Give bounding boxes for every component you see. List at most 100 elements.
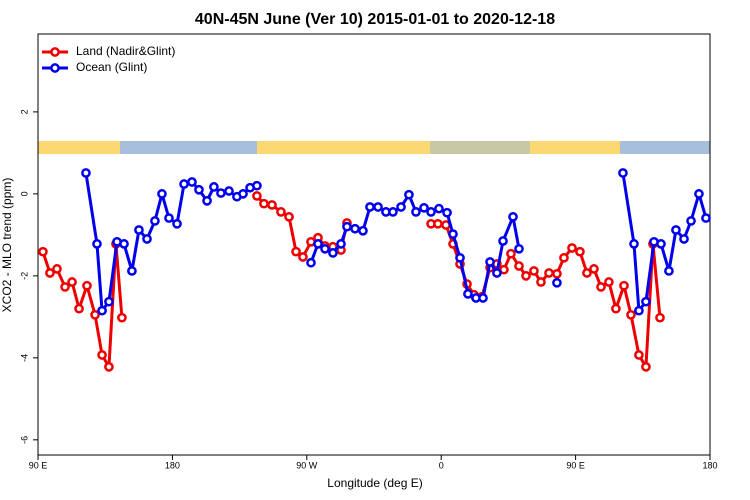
data-point — [604, 277, 614, 287]
data-point — [82, 280, 92, 291]
data-point — [629, 239, 639, 249]
data-point — [478, 293, 488, 303]
data-point — [342, 221, 352, 232]
data-point — [172, 218, 182, 229]
data-point — [552, 277, 562, 288]
data-point — [596, 282, 606, 292]
data-point — [634, 350, 644, 360]
data-point — [498, 236, 508, 246]
data-point — [492, 268, 502, 278]
data-point — [74, 303, 84, 314]
data-point — [164, 213, 174, 223]
data-point — [104, 296, 114, 307]
data-point — [404, 189, 414, 200]
data-point — [396, 202, 406, 212]
data-point — [536, 277, 546, 287]
data-point — [291, 246, 301, 257]
surface-stripe — [38, 141, 710, 154]
data-point — [38, 246, 48, 257]
data-point — [411, 207, 421, 217]
y-tick-label: -6 — [19, 436, 29, 444]
data-point — [350, 223, 360, 234]
data-point — [701, 213, 711, 223]
data-point — [582, 268, 592, 278]
data-point — [641, 362, 651, 372]
data-point — [544, 268, 554, 278]
data-point — [238, 189, 248, 199]
data-point — [209, 182, 219, 192]
x-tick-label: 90 E — [566, 460, 585, 470]
data-point — [52, 264, 62, 274]
data-point — [97, 305, 107, 316]
data-point — [529, 266, 539, 276]
data-point — [656, 239, 666, 249]
data-point — [150, 216, 160, 226]
data-point — [202, 195, 212, 206]
data-point — [463, 289, 473, 299]
chart-title: 40N-45N June (Ver 10) 2015-01-01 to 2020… — [195, 11, 555, 28]
x-tick-label: 90 W — [296, 460, 318, 470]
data-point — [433, 218, 443, 229]
data-point — [117, 312, 127, 323]
data-point — [514, 243, 524, 254]
legend-marker — [50, 63, 60, 73]
data-point — [575, 246, 585, 257]
data-point — [426, 207, 436, 217]
x-tick-label: 90 E — [29, 460, 48, 470]
plot-frame — [37, 33, 711, 456]
x-tick-label: 0 — [439, 460, 444, 470]
data-point — [626, 309, 636, 320]
data-point — [313, 239, 323, 249]
data-point — [252, 180, 262, 191]
data-point — [336, 239, 346, 249]
data-point — [67, 277, 77, 287]
data-point — [365, 202, 375, 212]
data-point — [641, 296, 651, 307]
data-point — [216, 188, 226, 198]
data-point — [694, 189, 704, 199]
data-point — [298, 252, 308, 262]
y-tick-label: 0 — [19, 191, 29, 196]
legend-marker — [50, 47, 60, 57]
data-point — [664, 266, 674, 276]
data-point — [634, 305, 644, 316]
data-point — [508, 211, 518, 222]
data-point — [514, 261, 524, 271]
data-point — [60, 282, 70, 292]
data-point — [434, 203, 444, 214]
data-point — [328, 248, 338, 258]
data-point — [618, 168, 628, 178]
data-point — [455, 252, 465, 263]
data-point — [90, 309, 100, 320]
data-point — [224, 186, 234, 196]
data-point — [81, 168, 91, 178]
data-point — [127, 266, 137, 276]
data-point — [97, 350, 107, 360]
y-tick-label: 2 — [19, 109, 29, 114]
data-point — [442, 207, 452, 218]
data-point — [679, 234, 689, 244]
data-point — [252, 191, 262, 201]
x-axis-label: Longitude (deg E) — [327, 476, 422, 490]
data-point — [686, 216, 696, 226]
x-tick-label: 180 — [165, 460, 180, 470]
data-point — [358, 225, 368, 236]
data-point — [521, 271, 531, 281]
data-point — [134, 225, 144, 235]
y-tick-label: -4 — [19, 354, 29, 362]
data-point — [448, 229, 458, 239]
data-point — [259, 198, 269, 209]
data-point — [567, 243, 577, 253]
data-point — [179, 179, 189, 189]
legend-label: Ocean (Glint) — [76, 60, 147, 74]
data-point — [485, 257, 495, 267]
data-point — [267, 200, 277, 210]
data-point — [92, 239, 102, 249]
y-axis-label: XCO2 - MLO trend (ppm) — [0, 178, 14, 313]
data-point — [157, 189, 167, 199]
y-tick-label: -2 — [19, 272, 29, 280]
x-tick-label: 180 — [702, 460, 717, 470]
data-point — [104, 362, 114, 372]
data-point — [388, 207, 398, 217]
